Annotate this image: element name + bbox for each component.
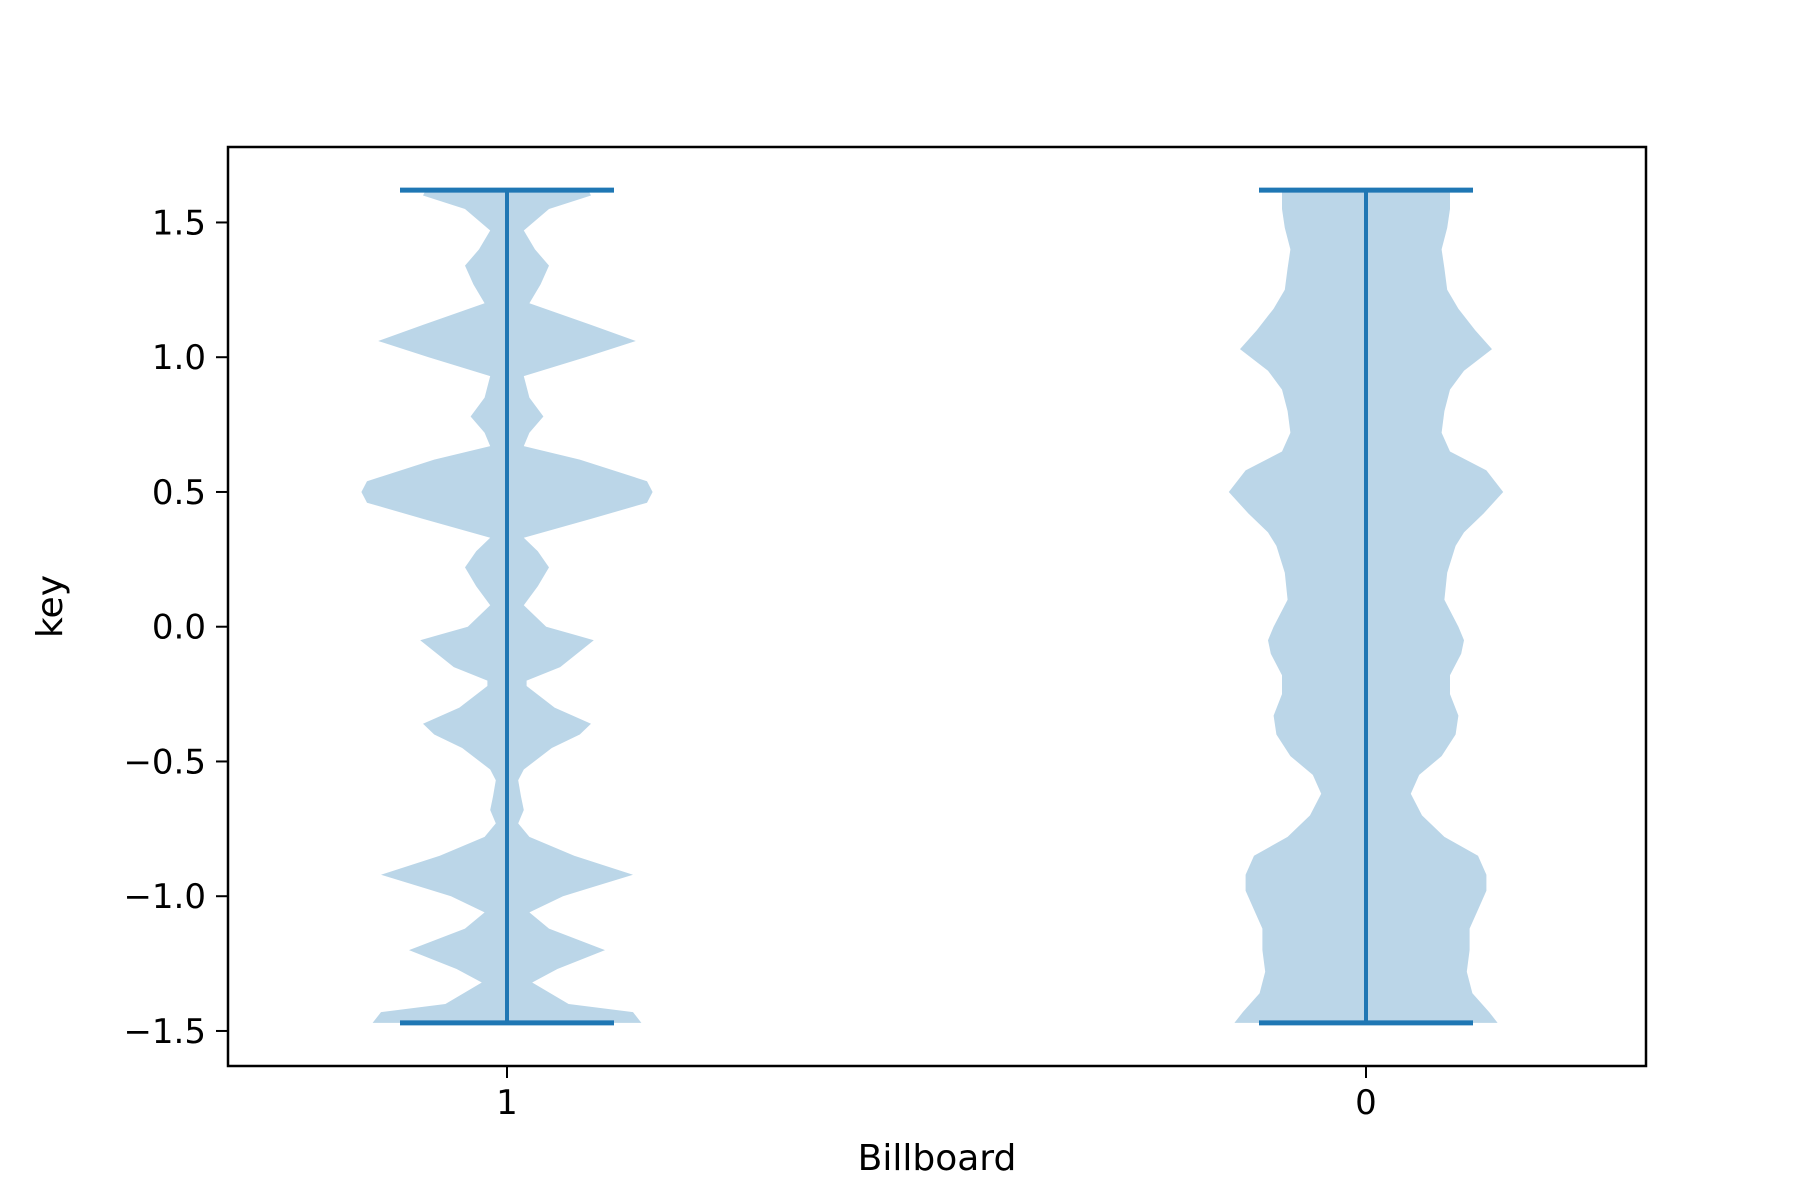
y-tick-label: 0.0 [152,608,206,648]
y-tick-label: 1.5 [152,203,206,243]
y-tick-label: 0.5 [152,473,206,513]
plot-frame [226,145,1648,1068]
y-tick-label: −1.5 [123,1012,206,1052]
violin-layer [361,187,1504,1026]
x-axis-label: Billboard [858,1138,1017,1179]
y-tick-label: −0.5 [123,742,206,782]
y-tick-label: −1.0 [123,877,206,917]
x-tick-label: 0 [1355,1083,1377,1123]
x-tick-label: 1 [496,1083,518,1123]
y-axis-ticks: −1.5 −1.0 −0.5 0.0 0.5 1.0 1.5 [123,203,228,1052]
y-axis-label: key [30,575,71,638]
y-tick-label: 1.0 [152,338,206,378]
